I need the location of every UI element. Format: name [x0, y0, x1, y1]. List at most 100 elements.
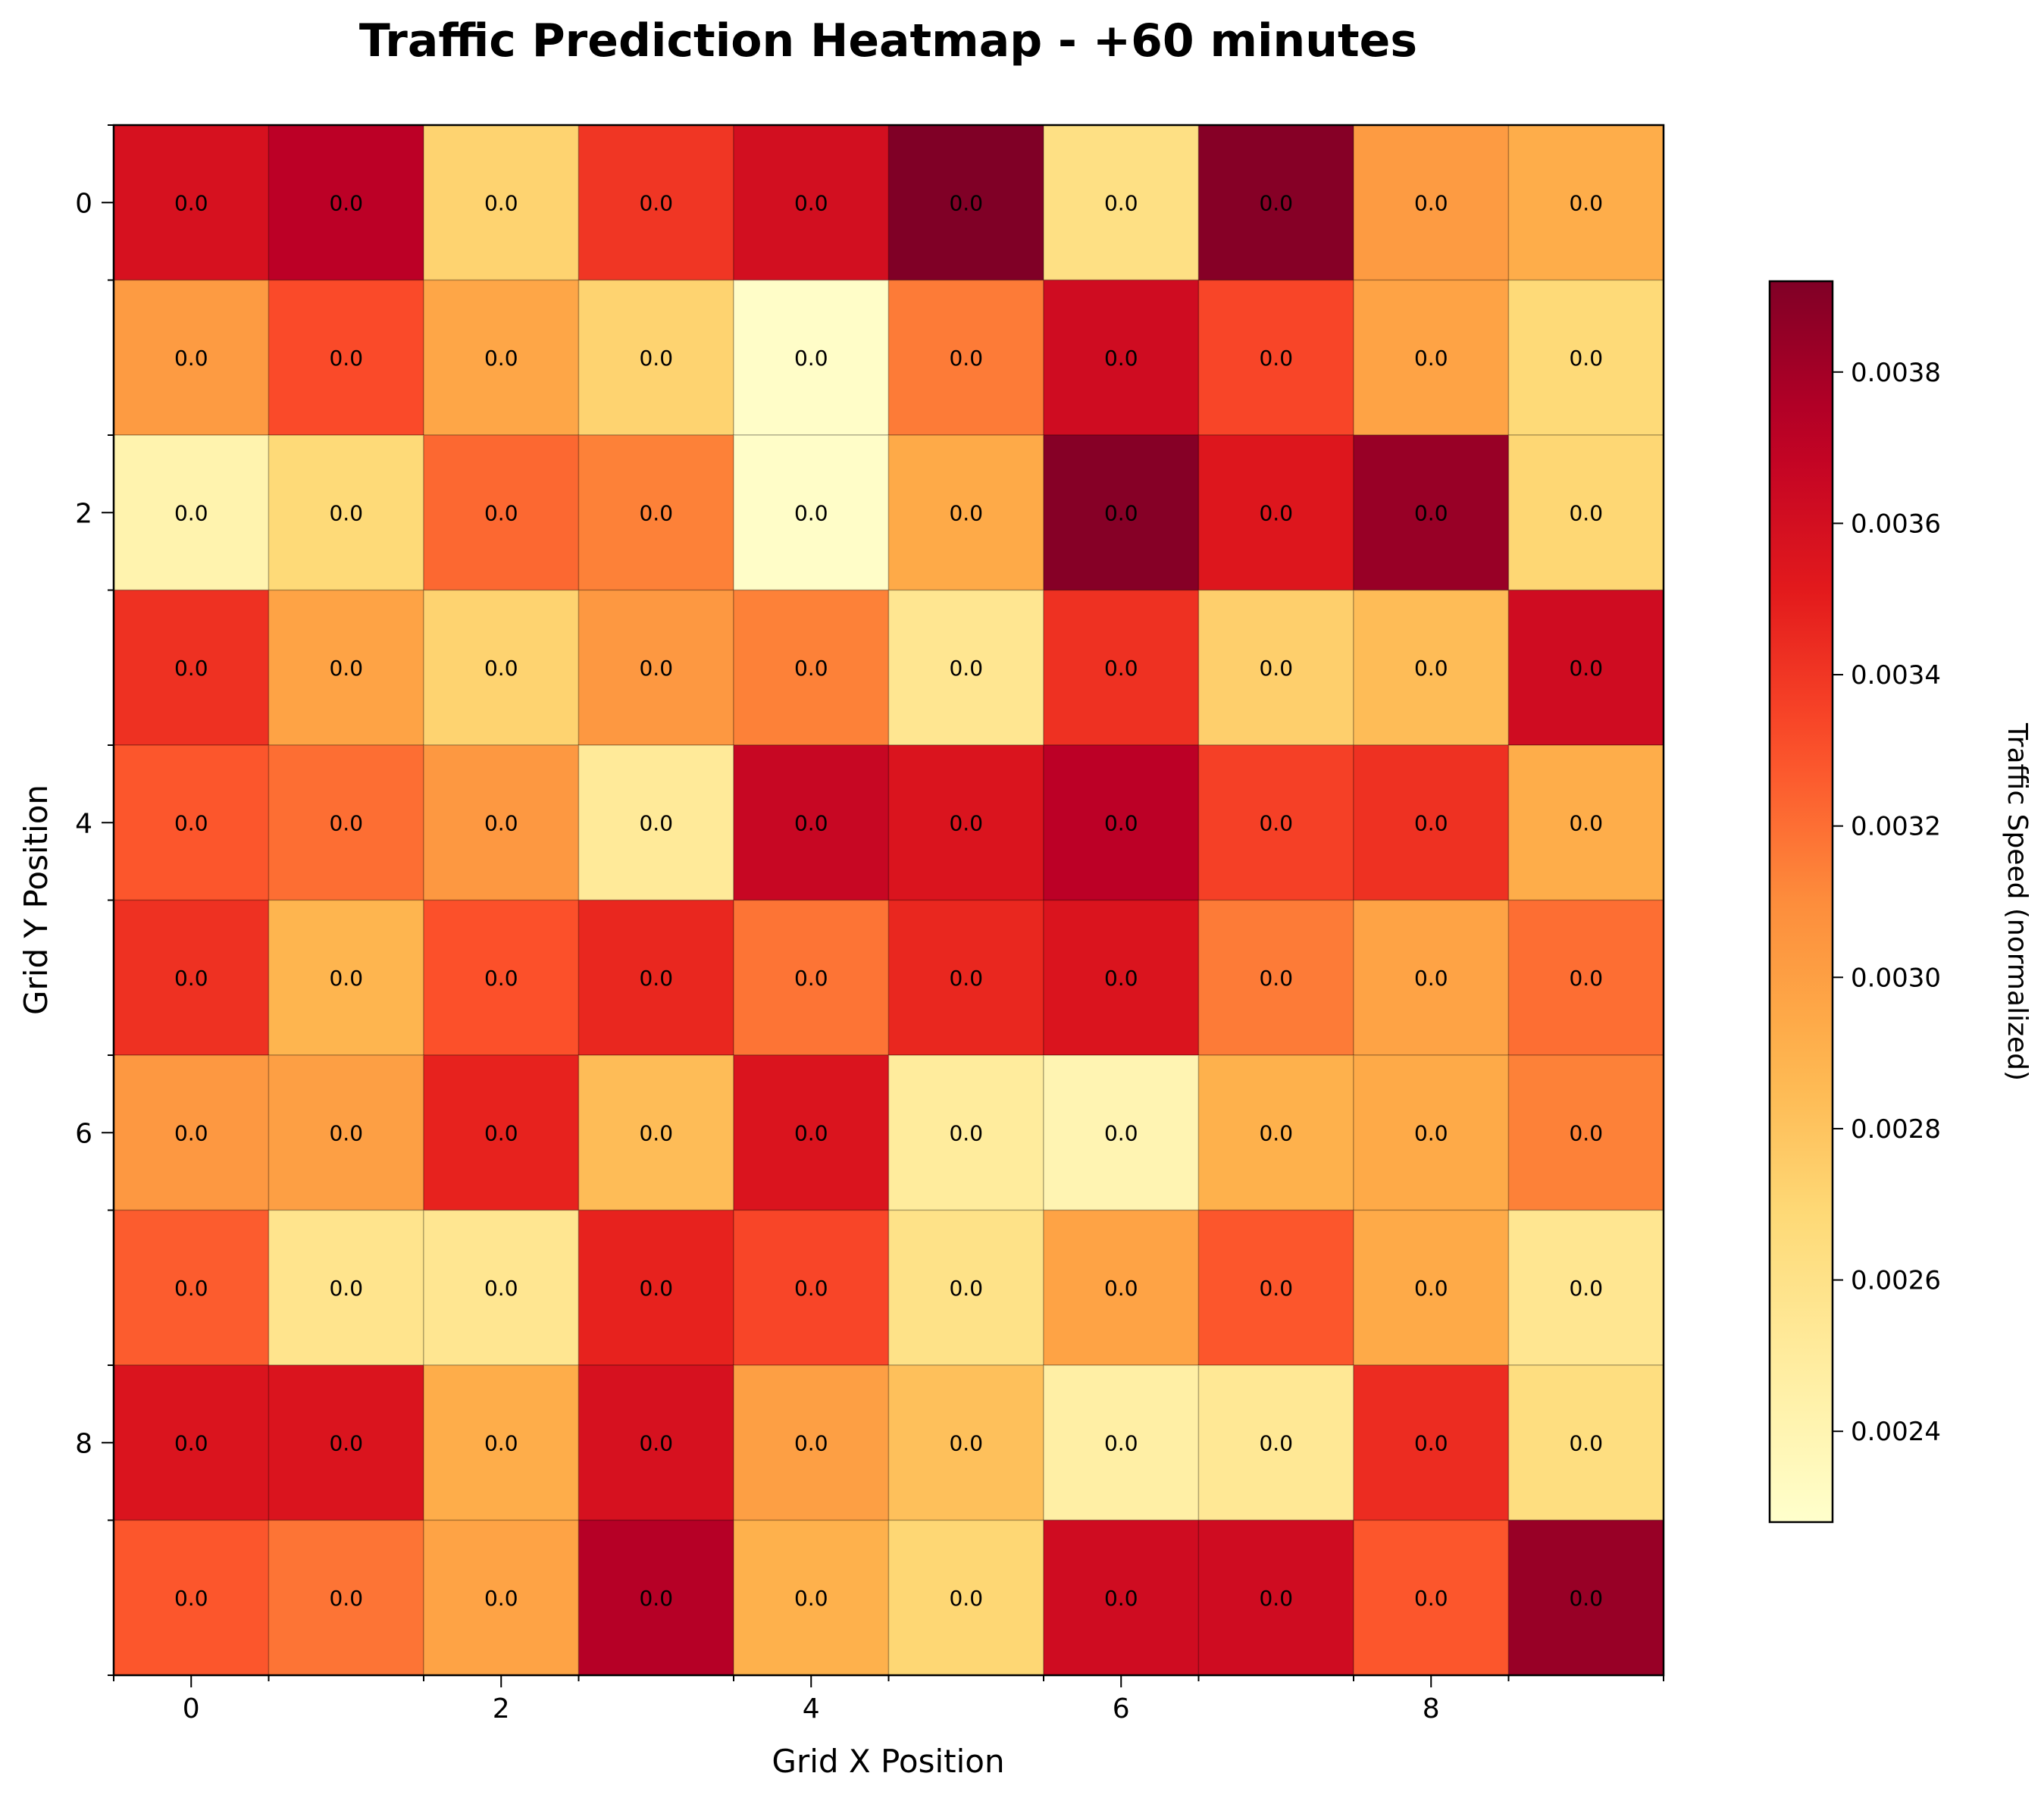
colorbar-ticks: 0.0024 0.0026 0.0028 0.0030 0.0032 0.0034 0.00…: [1833, 358, 1941, 1447]
cell-value-7-3: 0.0: [639, 1276, 673, 1301]
heatmap-cell-0-9: [1507, 124, 1664, 281]
heatmap-cell-1-7: [1197, 279, 1354, 436]
cell-value-0-4: 0.0: [794, 190, 828, 215]
colorbar-tick-label: 0.0034: [1851, 660, 1941, 691]
heatmap-cell-9-1: [268, 1519, 424, 1676]
cell-value-6-1: 0.0: [329, 1120, 363, 1145]
cell-value-7-9: 0.0: [1569, 1276, 1603, 1301]
cell-value-3-7: 0.0: [1259, 656, 1293, 681]
colorbar-tick-label: 0.0030: [1851, 963, 1941, 993]
cell-value-1-1: 0.0: [329, 346, 363, 371]
heatmap-cell-8-7: [1197, 1364, 1354, 1521]
cell-value-4-8: 0.0: [1414, 810, 1448, 835]
x-tick-label: 6: [1113, 1693, 1130, 1725]
heatmap-cell-9-8: [1353, 1519, 1510, 1676]
heatmap-cell-9-4: [733, 1519, 890, 1676]
heatmap-cell-4-4: [733, 744, 890, 901]
cell-value-7-1: 0.0: [329, 1276, 363, 1301]
cell-value-7-7: 0.0: [1259, 1276, 1293, 1301]
heatmap-cell-3-3: [578, 589, 734, 746]
cell-value-1-9: 0.0: [1569, 346, 1603, 371]
cell-value-1-5: 0.0: [949, 346, 983, 371]
cell-value-9-4: 0.0: [794, 1586, 828, 1611]
heatmap-cell-8-2: [423, 1364, 580, 1521]
heatmap-cell-8-5: [887, 1364, 1044, 1521]
cell-value-1-0: 0.0: [174, 346, 208, 371]
cell-value-6-3: 0.0: [639, 1120, 673, 1145]
cell-value-7-4: 0.0: [794, 1276, 828, 1301]
heatmap-cell-5-2: [423, 899, 580, 1056]
colorbar-tick-label: 0.0024: [1851, 1417, 1941, 1447]
cell-value-7-8: 0.0: [1414, 1276, 1448, 1301]
heatmap-cell-5-5: [887, 899, 1044, 1056]
cell-value-3-8: 0.0: [1414, 656, 1448, 681]
cell-value-6-6: 0.0: [1104, 1120, 1138, 1145]
heatmap-cell-8-6: [1043, 1364, 1200, 1521]
heatmap-cell-3-9: [1507, 589, 1664, 746]
cell-value-8-9: 0.0: [1569, 1430, 1603, 1455]
heatmap-cell-9-3: [578, 1519, 734, 1676]
cell-value-4-1: 0.0: [329, 810, 363, 835]
cell-value-5-2: 0.0: [484, 966, 518, 991]
y-tick-label: 0: [75, 188, 92, 219]
cell-value-3-2: 0.0: [484, 656, 518, 681]
colorbar-tick-label: 0.0032: [1851, 812, 1941, 842]
x-tick-label: 4: [803, 1693, 820, 1725]
y-tick-label: 8: [75, 1428, 92, 1459]
cell-value-9-6: 0.0: [1104, 1586, 1138, 1611]
cell-value-2-8: 0.0: [1414, 500, 1448, 525]
cell-value-0-6: 0.0: [1104, 190, 1138, 215]
cell-value-8-7: 0.0: [1259, 1430, 1293, 1455]
cell-value-4-9: 0.0: [1569, 810, 1603, 835]
y-axis: 0 2 4 6 8: [75, 124, 114, 1676]
cell-value-1-6: 0.0: [1104, 346, 1138, 371]
heatmap-cell-6-1: [268, 1054, 424, 1211]
heatmap-cell-4-5: [887, 744, 1044, 901]
heatmap-cell-6-9: [1507, 1054, 1664, 1211]
cell-value-2-0: 0.0: [174, 500, 208, 525]
cell-value-8-8: 0.0: [1414, 1430, 1448, 1455]
cell-value-5-9: 0.0: [1569, 966, 1603, 991]
cell-value-1-4: 0.0: [794, 346, 828, 371]
cell-value-1-2: 0.0: [484, 346, 518, 371]
heatmap-cell-7-0: [113, 1209, 270, 1366]
cell-value-2-4: 0.0: [794, 500, 828, 525]
y-axis-label: Grid Y Position: [17, 785, 55, 1015]
heatmap-cell-labels: 0.0 0.0 0.0 0.0 0.0 0.0 0.0 0.0 0.0 0.0 0.0 0.0 0.0 0…: [174, 190, 1603, 1611]
heatmap-cell-3-5: [887, 589, 1044, 746]
heatmap-cell-4-7: [1197, 744, 1354, 901]
cell-value-1-3: 0.0: [639, 346, 673, 371]
heatmap-cell-6-6: [1043, 1054, 1200, 1211]
y-tick-label: 2: [75, 498, 92, 529]
cell-value-5-7: 0.0: [1259, 966, 1293, 991]
heatmap-cell-3-4: [733, 589, 890, 746]
cell-value-2-5: 0.0: [949, 500, 983, 525]
cell-value-4-5: 0.0: [949, 810, 983, 835]
cell-value-5-0: 0.0: [174, 966, 208, 991]
heatmap-cell-3-8: [1353, 589, 1510, 746]
heatmap-cell-1-8: [1353, 279, 1510, 436]
colorbar-label: Traffic Speed (normalized): [2002, 722, 2033, 1081]
heatmap-cell-0-3: [578, 124, 734, 281]
colorbar-tick-label: 0.0038: [1851, 358, 1941, 388]
heatmap-cell-8-1: [268, 1364, 424, 1521]
cell-value-8-3: 0.0: [639, 1430, 673, 1455]
heatmap-cell-7-3: [578, 1209, 734, 1366]
heatmap-cell-3-7: [1197, 589, 1354, 746]
cell-value-3-4: 0.0: [794, 656, 828, 681]
cell-value-5-1: 0.0: [329, 966, 363, 991]
cell-value-6-9: 0.0: [1569, 1120, 1603, 1145]
y-tick-label: 4: [75, 808, 92, 839]
heatmap-cell-3-6: [1043, 589, 1200, 746]
heatmap-cell-5-8: [1353, 899, 1510, 1056]
cell-value-4-6: 0.0: [1104, 810, 1138, 835]
cell-value-5-3: 0.0: [639, 966, 673, 991]
heatmap-cell-4-9: [1507, 744, 1664, 901]
cell-value-5-5: 0.0: [949, 966, 983, 991]
heatmap-cell-6-7: [1197, 1054, 1354, 1211]
cell-value-2-2: 0.0: [484, 500, 518, 525]
heatmap-cells: [113, 124, 1664, 1676]
heatmap-cell-4-1: [268, 744, 424, 901]
cell-value-5-8: 0.0: [1414, 966, 1448, 991]
cell-value-0-2: 0.0: [484, 190, 518, 215]
